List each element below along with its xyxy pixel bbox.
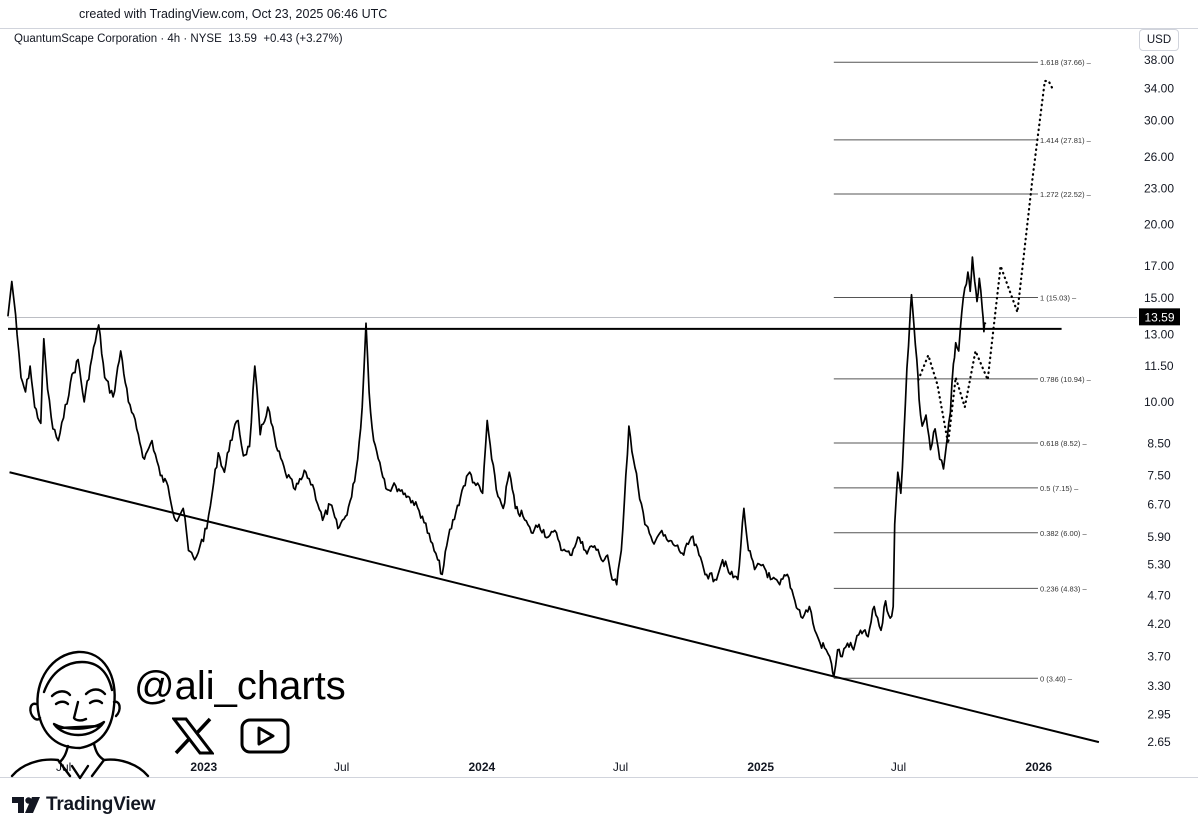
- fib-level-label: 0.5 (7.15) –: [1040, 484, 1079, 493]
- currency-button[interactable]: USD: [1139, 29, 1179, 51]
- fib-level-label: 1.272 (22.52) –: [1040, 190, 1092, 199]
- x-tick-label: Jul: [613, 760, 628, 774]
- y-tick-label: 30.00: [1144, 113, 1174, 127]
- x-tick-label: 2024: [468, 760, 495, 774]
- symbol-label: QuantumScape Corporation · 4h · NYSE: [14, 33, 222, 45]
- price-series-line[interactable]: [7, 256, 987, 678]
- support-trendline[interactable]: [9, 471, 1100, 744]
- x-tick-label: 2023: [190, 760, 217, 774]
- y-tick-label: 20.00: [1144, 217, 1174, 231]
- y-tick-label: 4.20: [1147, 617, 1171, 631]
- y-tick-label: 23.00: [1144, 182, 1174, 196]
- attribution-bar: created with TradingView.com, Oct 23, 20…: [0, 0, 1199, 28]
- y-tick-label: 5.30: [1147, 558, 1171, 572]
- y-tick-label: 38.00: [1144, 53, 1174, 67]
- y-tick-label: 6.70: [1147, 498, 1171, 512]
- current-price-label: 13.59: [1144, 310, 1174, 324]
- chart-frame: [0, 28, 1198, 778]
- fib-level-label: 1.414 (27.81) –: [1040, 136, 1092, 145]
- price-change: +0.43 (+3.27%): [263, 33, 343, 45]
- y-tick-label: 5.90: [1147, 530, 1171, 544]
- chart-legend: QuantumScape Corporation · 4h · NYSE 13.…: [14, 33, 343, 45]
- x-tick-label: 2026: [1025, 760, 1052, 774]
- y-tick-label: 10.00: [1144, 395, 1174, 409]
- youtube-play-icon[interactable]: [240, 718, 290, 754]
- y-tick-label: 8.50: [1147, 437, 1171, 451]
- fib-level-label: 0.382 (6.00) –: [1040, 529, 1088, 538]
- y-tick-label: 11.50: [1144, 359, 1173, 373]
- tradingview-logo[interactable]: TradingView: [12, 794, 156, 816]
- x-logo-icon[interactable]: [172, 717, 214, 755]
- y-tick-label: 13.00: [1144, 328, 1174, 342]
- y-tick-label: 34.00: [1144, 81, 1174, 95]
- fib-level-label: 0.618 (8.52) –: [1040, 439, 1088, 448]
- y-tick-label: 3.30: [1147, 679, 1171, 693]
- tradingview-mark-icon: [12, 797, 40, 813]
- projection-path-dotted[interactable]: [917, 79, 1054, 445]
- y-tick-label: 7.50: [1147, 469, 1171, 483]
- y-tick-label: 2.65: [1147, 735, 1171, 749]
- author-handle: @ali_charts: [134, 664, 346, 708]
- y-tick-label: 2.95: [1147, 708, 1171, 722]
- x-tick-label: 2025: [747, 760, 774, 774]
- y-tick-label: 17.00: [1144, 259, 1174, 273]
- y-tick-label: 26.00: [1144, 150, 1174, 164]
- fib-level-label: 0 (3.40) –: [1040, 674, 1073, 683]
- x-tick-label: Jul: [334, 760, 349, 774]
- y-tick-label: 3.70: [1147, 650, 1171, 664]
- y-tick-label: 4.70: [1147, 588, 1171, 602]
- created-text: created with TradingView.com, Oct 23, 20…: [79, 7, 388, 21]
- current-price-badge: [1139, 308, 1180, 326]
- fib-level-label: 0.786 (10.94) –: [1040, 375, 1092, 384]
- fib-level-label: 1.618 (37.66) –: [1040, 58, 1092, 67]
- tradingview-wordmark: TradingView: [46, 794, 156, 815]
- y-tick-label: 15.00: [1144, 291, 1174, 305]
- x-tick-label: Jul: [891, 760, 906, 774]
- fib-level-label: 0.236 (4.83) –: [1040, 584, 1088, 593]
- avatar-icon: [10, 650, 150, 780]
- fib-level-label: 1 (15.03) –: [1040, 294, 1077, 303]
- last-price: 13.59: [228, 33, 257, 45]
